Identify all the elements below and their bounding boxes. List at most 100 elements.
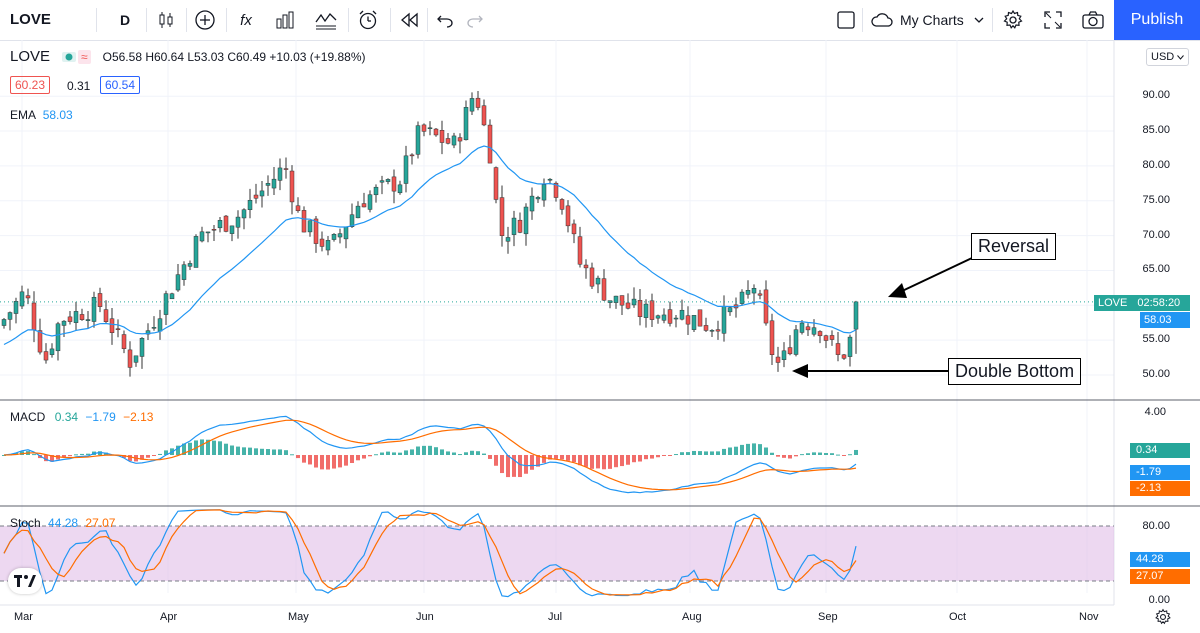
candle-body bbox=[7, 312, 13, 320]
candle-body bbox=[235, 216, 241, 228]
undo-icon[interactable] bbox=[434, 6, 456, 34]
add-indicator-plus-icon[interactable] bbox=[193, 6, 217, 34]
candle-body bbox=[613, 295, 619, 303]
price-axis-tick: 65.00 bbox=[1142, 263, 1170, 276]
macd-histogram-bar bbox=[560, 455, 564, 460]
macd-histogram-bar bbox=[74, 454, 78, 456]
interval-button[interactable]: D bbox=[119, 12, 131, 28]
candle-body bbox=[349, 214, 355, 227]
compare-bars-icon[interactable] bbox=[273, 6, 297, 34]
macd-histogram-bar bbox=[692, 450, 696, 455]
macd-histogram-bar bbox=[596, 455, 600, 469]
data-delay-icon: ≈ bbox=[78, 49, 91, 64]
toolbar-divider bbox=[427, 8, 428, 32]
candle-body bbox=[523, 206, 529, 235]
redo-icon[interactable] bbox=[464, 6, 486, 34]
toolbar-divider bbox=[96, 8, 97, 32]
settings-gear-icon[interactable] bbox=[1154, 608, 1172, 626]
candle-body bbox=[853, 301, 859, 330]
settings-gear-icon[interactable] bbox=[1001, 6, 1025, 34]
alert-clock-icon[interactable] bbox=[355, 6, 381, 34]
stoch-legend: Stoch 44.28 27.07 bbox=[10, 516, 115, 530]
candle-body bbox=[739, 291, 745, 304]
macd-label: MACD bbox=[10, 410, 46, 424]
macd-histogram-bar bbox=[812, 452, 816, 455]
macd-histogram-bar bbox=[848, 454, 852, 456]
currency-selector[interactable]: USD bbox=[1146, 48, 1190, 66]
candle-body bbox=[637, 300, 643, 317]
time-axis-label: Sep bbox=[818, 611, 838, 623]
candle-body bbox=[679, 309, 685, 320]
select-layout-square-icon[interactable] bbox=[834, 6, 858, 34]
legend-symbol: LOVE bbox=[10, 48, 51, 65]
macd-histogram-bar bbox=[404, 450, 408, 455]
candle-body bbox=[355, 205, 361, 219]
chevron-down-icon bbox=[1177, 54, 1185, 60]
candle-body bbox=[787, 347, 793, 355]
toolbar-divider bbox=[186, 8, 187, 32]
candle-body bbox=[403, 155, 409, 184]
candle-body bbox=[685, 315, 691, 325]
ohlc-values: O56.58 H60.64 L53.03 C60.49 +10.03 (+19.… bbox=[102, 49, 366, 64]
candle-body bbox=[271, 178, 277, 189]
macd-histogram-bar bbox=[758, 444, 762, 455]
spread-value: 0.31 bbox=[67, 79, 91, 93]
macd-histogram-bar bbox=[686, 452, 690, 455]
macd-histogram-bar bbox=[62, 455, 66, 458]
ema-line bbox=[3, 145, 857, 346]
candle-body bbox=[25, 295, 31, 299]
indicators-fx-icon[interactable]: fx bbox=[240, 11, 252, 29]
candle-body bbox=[115, 328, 121, 330]
macd-hist-tag: 0.34 bbox=[1130, 443, 1190, 458]
candle-body bbox=[91, 296, 97, 322]
candle-body bbox=[127, 349, 133, 368]
macd-histogram-bar bbox=[788, 455, 792, 459]
chart-type-candles-icon[interactable] bbox=[154, 6, 178, 34]
snapshot-camera-icon[interactable] bbox=[1080, 6, 1106, 34]
macd-histogram-bar bbox=[236, 446, 240, 455]
macd-histogram-bar bbox=[716, 451, 720, 455]
macd-histogram-bar bbox=[284, 450, 288, 455]
macd-histogram bbox=[2, 439, 858, 478]
candle-body bbox=[211, 228, 217, 231]
candle-body bbox=[619, 295, 625, 306]
macd-histogram-bar bbox=[632, 455, 636, 463]
macd-histogram-bar bbox=[32, 454, 36, 456]
candle-body bbox=[571, 223, 577, 235]
tradingview-logo-icon[interactable] bbox=[8, 568, 42, 594]
price-axis-tick: 75.00 bbox=[1142, 193, 1170, 206]
candle-body bbox=[151, 327, 157, 329]
candle-body bbox=[265, 183, 271, 186]
candle-body bbox=[49, 348, 55, 355]
candle-body bbox=[361, 203, 367, 208]
candle-body bbox=[583, 264, 589, 269]
publish-button[interactable]: Publish bbox=[1114, 0, 1200, 40]
candle-body bbox=[643, 303, 649, 318]
chart-canvas[interactable] bbox=[0, 40, 1200, 633]
double-bottom-callout[interactable]: Double Bottom bbox=[948, 358, 1082, 385]
macd-histogram-bar bbox=[242, 447, 246, 455]
my-charts-button[interactable]: My Charts bbox=[870, 8, 984, 32]
candle-body bbox=[817, 331, 823, 337]
pane-separators bbox=[0, 399, 1200, 507]
macd-histogram-bar bbox=[368, 455, 372, 457]
candle-body bbox=[697, 309, 703, 327]
candle-body bbox=[199, 231, 205, 242]
templates-icon[interactable] bbox=[313, 6, 339, 34]
fullscreen-icon[interactable] bbox=[1041, 6, 1065, 34]
candle-body bbox=[295, 205, 301, 211]
reversal-arrowhead bbox=[888, 283, 907, 298]
candle-body bbox=[745, 290, 751, 295]
candle-body bbox=[67, 316, 73, 322]
symbol-search[interactable]: LOVE bbox=[10, 11, 51, 28]
candle-body bbox=[463, 107, 469, 141]
macd-histogram-bar bbox=[824, 453, 828, 455]
buy-price-box[interactable]: 60.54 bbox=[100, 76, 141, 94]
reversal-callout[interactable]: Reversal bbox=[971, 233, 1057, 260]
macd-histogram-bar bbox=[248, 447, 252, 455]
stoch-axis-80: 80.00 bbox=[1142, 520, 1170, 532]
candle-body bbox=[409, 154, 415, 157]
sell-price-box[interactable]: 60.23 bbox=[10, 76, 51, 94]
replay-rewind-icon[interactable] bbox=[397, 6, 421, 34]
candle-body bbox=[445, 138, 451, 144]
